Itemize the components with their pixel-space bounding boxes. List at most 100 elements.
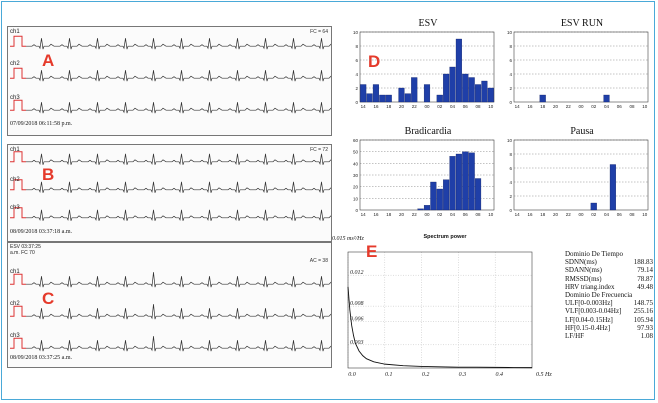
bar	[539, 94, 546, 103]
x-tick-label: 16	[527, 104, 533, 109]
panel-label-d: D	[368, 52, 381, 71]
plot-area	[513, 139, 649, 211]
bar	[449, 66, 456, 103]
y-tick-label: 0	[355, 100, 358, 105]
panel-label-c: C	[42, 289, 55, 308]
x-tick-label: 18	[386, 104, 392, 109]
bar	[398, 87, 405, 103]
esv-event-label: ESV 03:37:25 a.m. FC 70	[10, 244, 41, 256]
panel-label-b: B	[42, 165, 55, 184]
row-value: 105.94	[633, 315, 653, 324]
y-tick-label: 20	[353, 185, 359, 190]
y-tick-label: 40	[353, 161, 359, 166]
histogram-bradicardia: Bradicardia 0 10 20 30 40 50 60 14 16 18 20 22 00 02 0…	[348, 126, 498, 226]
bar	[468, 152, 475, 211]
y-tick-label: 8	[355, 44, 358, 49]
bar	[462, 151, 469, 211]
heart-rate-label: FC = 64	[310, 29, 328, 35]
x-tick-label: 16	[373, 104, 379, 109]
x-tick-label: 14	[361, 104, 367, 109]
y-tick-label: 4	[509, 72, 512, 77]
x-tick-label: 00	[424, 104, 430, 109]
channel-label-1: ch1	[10, 29, 20, 35]
histogram-pausa: Pausa 0 2 4 6 8 10 14 16 18 20 22 00 02 04 06 08 10	[502, 126, 652, 226]
heart-rate-label: AC = 38	[309, 258, 328, 264]
x-tick-label: 18	[540, 212, 546, 217]
bar	[462, 73, 469, 103]
panel-label-a: A	[42, 51, 55, 70]
x-tick-label: 06	[617, 104, 623, 109]
table-row: RMSSD(ms) 78.87	[565, 275, 653, 283]
x-tick-label: 02	[437, 212, 443, 217]
ecg-panel-b: B FC = 72 ch1 ch2 ch3 08/09/2018 03:37:1…	[7, 144, 332, 242]
x-tick-label: 0.3	[459, 372, 467, 378]
bar	[468, 77, 475, 103]
histogram-esv-run: ESV RUN 0 2 4 6 8 10 14 16 18 20 22 00 02 04 06 08 10	[502, 18, 652, 118]
y-tick-label: 4	[509, 180, 512, 185]
x-tick-label: 0.0	[348, 372, 356, 378]
chart-title: Spectrum power	[423, 234, 467, 240]
x-tick-label: 18	[386, 212, 392, 217]
bar	[366, 93, 373, 103]
bar	[379, 94, 386, 103]
row-label: SDANN(ms)	[565, 266, 602, 275]
x-tick-label: 0.4	[495, 371, 503, 378]
x-tick-label: 04	[604, 104, 610, 109]
x-tick-label: 00	[578, 104, 584, 109]
calibration-pulse	[10, 207, 26, 219]
channel-label-2: ch2	[10, 61, 20, 67]
chart-title: ESV	[418, 18, 438, 29]
plot-area	[513, 31, 649, 103]
channel-label-2: ch2	[10, 177, 20, 183]
bar	[436, 188, 443, 211]
calibration-pulse	[10, 179, 26, 191]
bar	[385, 94, 392, 103]
x-tick-label: 10	[488, 212, 494, 217]
row-value: 1.08	[640, 332, 653, 340]
x-tick-label: 0.1	[385, 372, 393, 378]
x-tick-label: 02	[591, 104, 597, 109]
x-tick-label: 06	[463, 104, 469, 109]
x-tick-label: 20	[553, 212, 559, 217]
bar	[475, 178, 482, 211]
chart-title: Pausa	[570, 126, 594, 137]
x-tick-label: 08	[476, 104, 482, 109]
calibration-pulse	[10, 99, 26, 111]
x-tick-label: 10	[642, 104, 648, 109]
ecg-waveform	[26, 272, 331, 288]
row-value: 148.75	[633, 299, 653, 308]
x-tick-label: 04	[604, 212, 610, 217]
y-tick-label: 10	[507, 30, 513, 35]
x-tick-label: 00	[424, 212, 430, 217]
spectrum-panel: Spectrum power 0.015 ms²/Hz 0.0 0.1 0.2 0.3 0.…	[330, 228, 560, 388]
plot-area	[347, 251, 533, 369]
chart-title: ESV RUN	[560, 18, 604, 29]
calibration-pulse	[10, 305, 26, 317]
ecg-waveform	[26, 70, 331, 82]
bar	[404, 93, 411, 103]
y-tick-label: 4	[355, 72, 358, 77]
row-value: 188.83	[633, 258, 653, 267]
bar	[423, 205, 431, 211]
calibration-pulse	[10, 35, 26, 47]
x-tick-label: 22	[412, 212, 418, 217]
bar	[609, 164, 616, 211]
panel-label-e: E	[366, 242, 378, 261]
ecg-panel-a: A FC = 64 ch1 ch2 ch3 07/09/2018 06:11:5…	[7, 26, 332, 136]
y-tick-label: 6	[355, 58, 358, 63]
y-tick-label: 6	[509, 166, 512, 171]
x-tick-label: 18	[540, 104, 546, 109]
row-value: 255.16	[633, 307, 653, 316]
y-axis-label: 0.015 ms²/Hz	[332, 236, 364, 242]
x-tick-label: 02	[591, 212, 597, 217]
x-tick-label: 04	[450, 104, 456, 109]
hrv-table: Dominio De Tiempo SDNN(ms) 188.83 SDANN(ms)…	[565, 250, 655, 390]
y-tick-label: 0.008	[350, 301, 364, 307]
x-tick-label: 08	[630, 104, 636, 109]
ecg-waveform	[26, 304, 331, 320]
y-tick-label: 60	[353, 138, 359, 143]
bar	[423, 84, 431, 103]
